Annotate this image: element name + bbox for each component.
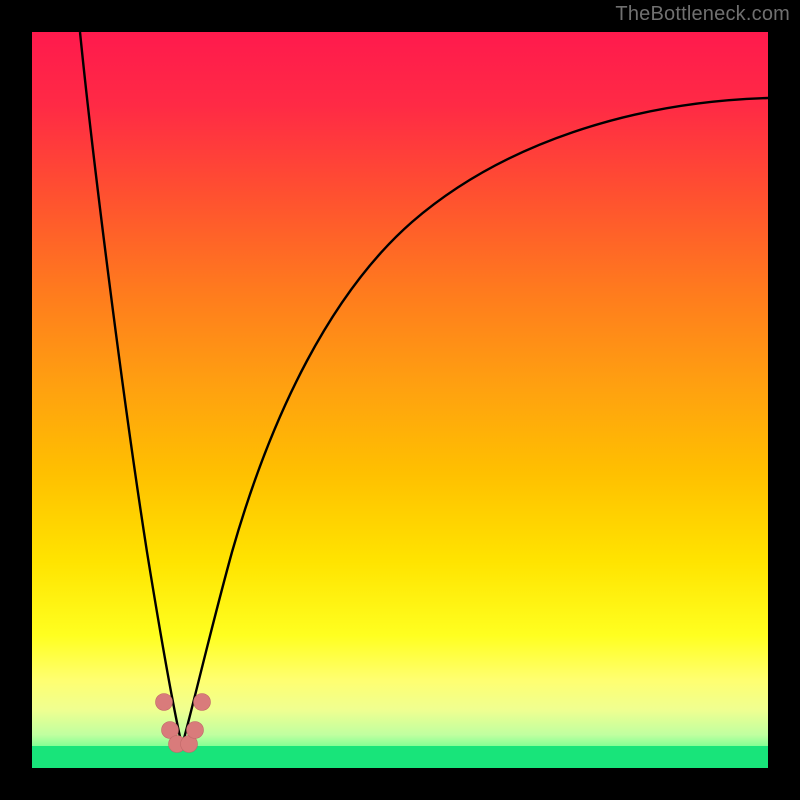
marker-dot <box>156 694 173 711</box>
watermark-text: TheBottleneck.com <box>615 3 790 26</box>
curve-layer <box>32 32 768 768</box>
marker-dot <box>194 694 211 711</box>
marker-group <box>156 694 211 753</box>
curve-right-branch <box>182 98 768 746</box>
chart-frame: TheBottleneck.com <box>0 0 800 800</box>
curve-left-branch <box>80 32 182 746</box>
marker-dot <box>187 722 204 739</box>
plot-area <box>32 32 768 768</box>
